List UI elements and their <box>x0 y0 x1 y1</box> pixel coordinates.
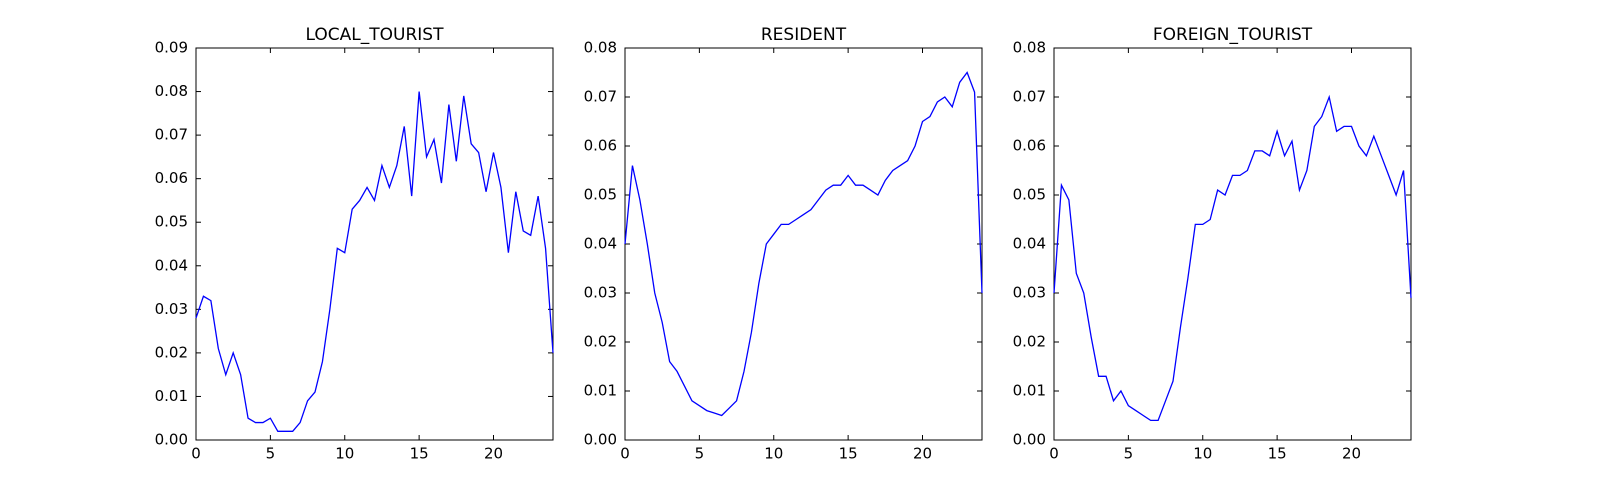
y-tick-label: 0.00 <box>584 431 617 449</box>
y-tick-label: 0.01 <box>155 387 188 405</box>
y-tick-label: 0.05 <box>1013 186 1046 204</box>
y-tick-label: 0.07 <box>584 88 617 106</box>
y-tick-label: 0.06 <box>584 137 617 155</box>
y-tick-label: 0.05 <box>584 186 617 204</box>
chart-title: RESIDENT <box>761 25 847 45</box>
y-tick-label: 0.04 <box>1013 235 1046 253</box>
plot-frame <box>624 47 983 441</box>
plot-frame <box>195 47 554 441</box>
y-tick-label: 0.09 <box>155 39 188 57</box>
y-tick-label: 0.02 <box>584 333 617 351</box>
x-tick-label: 15 <box>839 445 858 463</box>
x-tick-label: 10 <box>335 445 354 463</box>
x-tick-label: 20 <box>913 445 932 463</box>
y-tick-label: 0.03 <box>155 300 188 318</box>
data-line <box>195 91 554 432</box>
x-tick-label: 5 <box>266 445 276 463</box>
x-tick-label: 5 <box>695 445 705 463</box>
chart-title: FOREIGN_TOURIST <box>1153 25 1313 45</box>
y-tick-label: 0.04 <box>584 235 617 253</box>
x-tick-label: 10 <box>764 445 783 463</box>
x-tick-label: 0 <box>191 445 201 463</box>
x-tick-label: 0 <box>620 445 630 463</box>
y-tick-label: 0.02 <box>155 343 188 361</box>
chart-title: LOCAL_TOURIST <box>306 25 445 45</box>
y-tick-label: 0.08 <box>584 39 617 57</box>
data-line <box>624 71 983 417</box>
y-tick-label: 0.03 <box>584 284 617 302</box>
y-tick-label: 0.00 <box>1013 431 1046 449</box>
x-tick-label: 5 <box>1124 445 1134 463</box>
y-tick-label: 0.07 <box>1013 88 1046 106</box>
y-tick-label: 0.03 <box>1013 284 1046 302</box>
y-tick-label: 0.06 <box>1013 137 1046 155</box>
x-tick-label: 15 <box>1268 445 1287 463</box>
y-tick-label: 0.08 <box>155 82 188 100</box>
x-tick-label: 15 <box>410 445 429 463</box>
x-tick-label: 10 <box>1193 445 1212 463</box>
y-tick-label: 0.07 <box>155 126 188 144</box>
y-tick-label: 0.01 <box>584 382 617 400</box>
y-tick-label: 0.01 <box>1013 382 1046 400</box>
x-tick-label: 0 <box>1049 445 1059 463</box>
data-line <box>1053 94 1412 422</box>
y-tick-label: 0.04 <box>155 256 188 274</box>
y-tick-label: 0.00 <box>155 431 188 449</box>
y-tick-label: 0.08 <box>1013 39 1046 57</box>
y-tick-label: 0.06 <box>155 169 188 187</box>
y-tick-label: 0.02 <box>1013 333 1046 351</box>
x-tick-label: 20 <box>1342 445 1361 463</box>
x-tick-label: 20 <box>484 445 503 463</box>
y-tick-label: 0.05 <box>155 213 188 231</box>
